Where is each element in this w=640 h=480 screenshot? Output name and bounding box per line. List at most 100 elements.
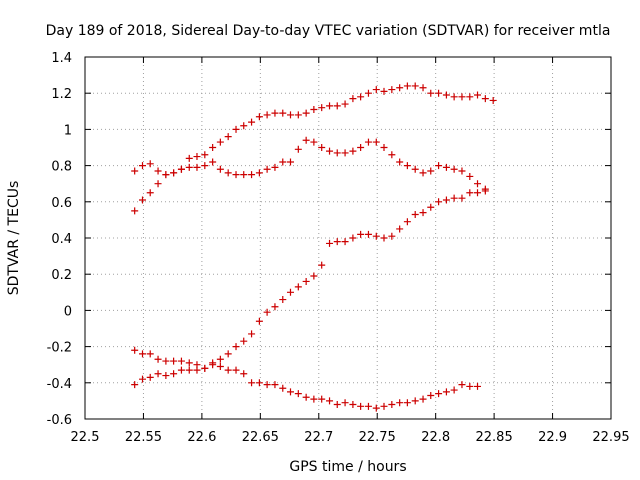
data-point [481, 95, 489, 103]
data-point [388, 232, 396, 240]
data-point [185, 366, 193, 374]
data-point [240, 122, 248, 130]
data-point [201, 162, 209, 170]
data-point [131, 167, 139, 175]
data-point [458, 194, 466, 202]
x-tick-label: 22.6 [187, 430, 216, 445]
data-point [372, 138, 380, 146]
x-tick-label: 22.95 [592, 430, 629, 445]
grid [85, 57, 611, 419]
data-point [154, 167, 162, 175]
data-point [364, 230, 372, 238]
data-point [403, 399, 411, 407]
data-point [286, 111, 294, 119]
data-point [326, 147, 334, 155]
data-point [286, 288, 294, 296]
data-point [474, 382, 482, 390]
axis-ticks [84, 56, 612, 420]
data-point [466, 93, 474, 101]
data-point [255, 379, 263, 387]
data-point [263, 165, 271, 173]
data-point [442, 91, 450, 99]
data-point [240, 370, 248, 378]
data-point [294, 283, 302, 291]
data-point [224, 350, 232, 358]
data-point [419, 395, 427, 403]
data-point [411, 397, 419, 405]
data-point [302, 277, 310, 285]
data-point [162, 357, 170, 365]
data-point [240, 337, 248, 345]
data-point [216, 138, 224, 146]
data-point [224, 169, 232, 177]
data-point [435, 89, 443, 97]
data-point [255, 317, 263, 325]
data-point [341, 399, 349, 407]
data-point [403, 82, 411, 90]
data-point [170, 370, 178, 378]
y-tick-label: 1 [64, 123, 72, 138]
data-point [146, 373, 154, 381]
x-tick-label: 22.5 [71, 430, 100, 445]
data-point [185, 154, 193, 162]
data-point [177, 366, 185, 374]
data-point [216, 363, 224, 371]
data-point [396, 225, 404, 233]
data-point [209, 144, 217, 151]
data-point [474, 180, 482, 188]
data-point [302, 393, 310, 401]
data-point [310, 395, 318, 403]
data-point [396, 399, 404, 407]
data-point [263, 308, 271, 316]
data-point [349, 95, 357, 103]
data-point [286, 158, 294, 166]
y-tick-label: 1.2 [51, 87, 72, 102]
data-point [146, 160, 154, 168]
data-point [489, 96, 497, 104]
data-point [232, 343, 240, 351]
data-point [341, 100, 349, 108]
x-axis-label: GPS time / hours [289, 459, 406, 475]
data-point [310, 272, 318, 280]
data-point [177, 357, 185, 365]
data-point [216, 355, 224, 363]
data-point [349, 147, 357, 155]
data-point [201, 364, 209, 372]
data-point [419, 209, 427, 217]
data-point [349, 234, 357, 242]
data-point [232, 171, 240, 179]
data-point [209, 158, 217, 166]
data-point [193, 163, 201, 171]
data-point [271, 381, 279, 389]
data-point [279, 109, 287, 117]
data-point [450, 93, 458, 101]
data-point [318, 144, 326, 151]
plot-frame [84, 56, 612, 420]
data-point [357, 144, 365, 151]
data-point [380, 144, 388, 151]
data-point [481, 185, 489, 193]
data-point [146, 189, 154, 197]
data-point [224, 133, 232, 141]
y-axis-label: SDTVAR / TECUs [6, 181, 22, 296]
data-point [450, 165, 458, 173]
data-point [185, 163, 193, 171]
data-point [450, 194, 458, 202]
data-point [201, 151, 209, 159]
data-point [450, 386, 458, 394]
data-point [302, 136, 310, 144]
data-point [139, 162, 147, 170]
x-tick-label: 22.65 [242, 430, 279, 445]
data-point [357, 93, 365, 101]
data-point [380, 402, 388, 410]
data-point [372, 404, 380, 412]
data-point [279, 296, 287, 304]
data-point [302, 109, 310, 117]
data-point [193, 153, 201, 161]
data-point [318, 395, 326, 403]
data-point [333, 238, 341, 246]
data-point [326, 397, 334, 405]
y-tick-label: 0.2 [51, 268, 72, 283]
data-point [435, 198, 443, 206]
